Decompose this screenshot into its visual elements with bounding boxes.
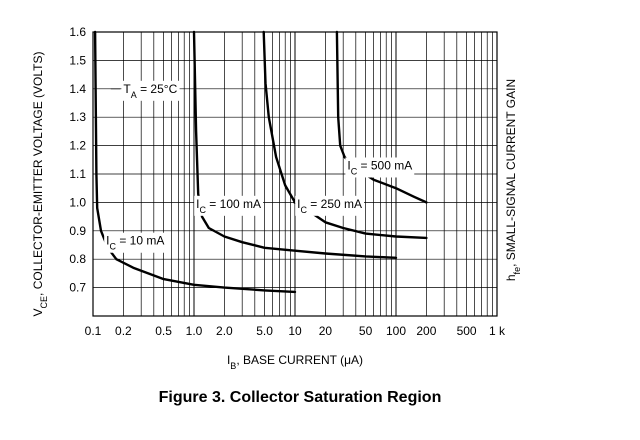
curve-label-leader bbox=[292, 202, 296, 205]
curve-label-bg bbox=[104, 232, 167, 253]
curve-label-bg bbox=[345, 157, 415, 178]
y-tick-label: 1.6 bbox=[69, 25, 86, 39]
curve-label-3: IC = 250 mA bbox=[297, 197, 362, 215]
y-tick-label: 1.0 bbox=[69, 195, 86, 209]
x-axis-title: IB, BASE CURRENT (μA) bbox=[227, 353, 363, 371]
series-curve-1 bbox=[93, 30, 297, 294]
x-tick-label: 100 bbox=[386, 324, 406, 338]
figure-caption: Figure 3. Collector Saturation Region bbox=[158, 389, 442, 406]
x-tick-label: 0.5 bbox=[155, 324, 172, 338]
y-axis-title: VCE, COLLECTOR-EMITTER VOLTAGE (VOLTS) bbox=[31, 51, 49, 316]
saturation-chart: 0.1 0.2 0.5 1.0 2.0 5.0 10 20 50 100 200 500 1 k 0.7… bbox=[31, 25, 522, 371]
y-tick-label: 0.7 bbox=[69, 281, 86, 295]
x-tick-label: 1.0 bbox=[186, 324, 203, 338]
x-tick-label: 5.0 bbox=[256, 324, 273, 338]
y-tick-label: 1.5 bbox=[69, 53, 86, 67]
x-tick-label: 10 bbox=[288, 324, 302, 338]
curve-label-1: IC = 10 mA bbox=[106, 234, 164, 252]
curve-label-bg bbox=[295, 195, 365, 216]
curve-label-4: IC = 500 mA bbox=[347, 158, 412, 176]
series-group bbox=[93, 30, 428, 294]
y-tick-label: 1.2 bbox=[69, 139, 86, 153]
series-curve-2 bbox=[192, 30, 398, 259]
plot-frame bbox=[92, 31, 498, 317]
x-tick-label: 500 bbox=[457, 324, 477, 338]
y2-axis-title: hfe, SMALL-SIGNAL CURRENT GAIN bbox=[504, 79, 522, 281]
x-tick-label: 0.1 bbox=[85, 324, 102, 338]
grid bbox=[92, 32, 497, 316]
y-tick-label: 1.4 bbox=[69, 82, 86, 96]
curve-label-bg bbox=[194, 195, 264, 216]
y-tick-label: 0.8 bbox=[69, 252, 86, 266]
y-tick-label: 1.3 bbox=[69, 110, 86, 124]
x-tick-label: 200 bbox=[416, 324, 436, 338]
y-tick-label: 0.9 bbox=[69, 224, 86, 238]
x-tick-label: 50 bbox=[359, 324, 373, 338]
x-tick-label: 1 k bbox=[489, 324, 506, 338]
x-tick-label: 20 bbox=[319, 324, 333, 338]
annotation-bg bbox=[121, 80, 180, 101]
x-tick-labels: 0.1 0.2 0.5 1.0 2.0 5.0 10 20 50 100 200 500 1 k bbox=[85, 324, 506, 338]
y-tick-label: 1.1 bbox=[69, 167, 86, 181]
annotation-ta: TA = 25°C bbox=[123, 82, 177, 100]
x-tick-label: 2.0 bbox=[216, 324, 233, 338]
curve-label-2: IC = 100 mA bbox=[196, 197, 261, 215]
curve-labels: IC = 10 mA IC = 100 mA IC = 250 mA IC = 500… bbox=[104, 80, 415, 253]
y-tick-labels: 0.7 0.8 0.9 1.0 1.1 1.2 1.3 1.4 1.5 1.6 bbox=[69, 25, 86, 295]
x-tick-label: 0.2 bbox=[115, 324, 132, 338]
